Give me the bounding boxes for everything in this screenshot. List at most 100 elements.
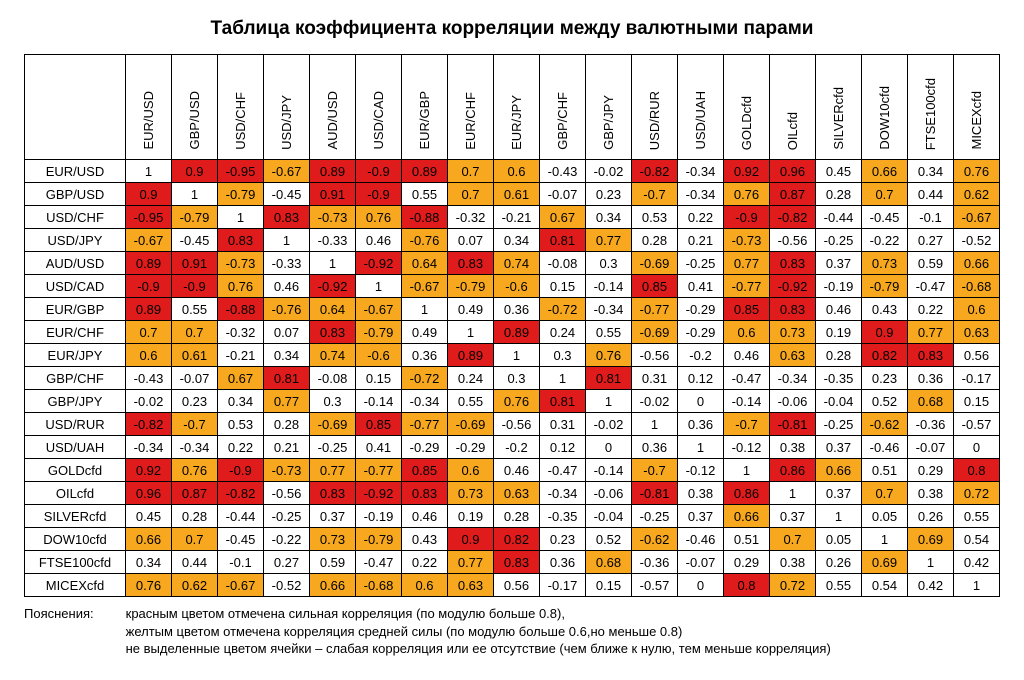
- cell: 0.54: [862, 574, 908, 597]
- cell: -0.2: [494, 436, 540, 459]
- column-header: AUD/USD: [310, 55, 356, 160]
- cell: -0.32: [218, 321, 264, 344]
- cell: 0.67: [540, 206, 586, 229]
- cell: -0.76: [402, 229, 448, 252]
- cell: 0.86: [770, 459, 816, 482]
- cell: 0.61: [172, 344, 218, 367]
- cell: 0.66: [816, 459, 862, 482]
- cell: 0.55: [954, 505, 1000, 528]
- cell: -0.04: [586, 505, 632, 528]
- cell: 0.77: [264, 390, 310, 413]
- cell: 0.59: [908, 252, 954, 275]
- cell: -0.62: [632, 528, 678, 551]
- cell: 0.24: [448, 367, 494, 390]
- cell: 0.81: [540, 390, 586, 413]
- cell: -0.25: [816, 413, 862, 436]
- cell: 0.3: [586, 252, 632, 275]
- cell: 0.9: [126, 183, 172, 206]
- cell: 0.46: [816, 298, 862, 321]
- cell: 1: [310, 252, 356, 275]
- cell: -0.44: [218, 505, 264, 528]
- cell: -0.22: [862, 229, 908, 252]
- cell: -0.92: [356, 252, 402, 275]
- row-header: USD/JPY: [25, 229, 126, 252]
- cell: 0.76: [494, 390, 540, 413]
- cell: 0.15: [356, 367, 402, 390]
- cell: -0.9: [356, 160, 402, 183]
- cell: 1: [494, 344, 540, 367]
- cell: 0.28: [632, 229, 678, 252]
- cell: -0.92: [770, 275, 816, 298]
- cell: -0.7: [632, 459, 678, 482]
- column-header: GBP/JPY: [586, 55, 632, 160]
- cell: -0.32: [448, 206, 494, 229]
- cell: 0.92: [126, 459, 172, 482]
- cell: 0.74: [310, 344, 356, 367]
- cell: 0.69: [862, 551, 908, 574]
- cell: 0.83: [448, 252, 494, 275]
- cell: -0.52: [264, 574, 310, 597]
- cell: 0.89: [126, 252, 172, 275]
- cell: 0: [678, 574, 724, 597]
- cell: -0.34: [586, 298, 632, 321]
- cell: -0.82: [632, 160, 678, 183]
- cell: -0.34: [770, 367, 816, 390]
- cell: -0.81: [770, 413, 816, 436]
- cell: 1: [540, 367, 586, 390]
- cell: -0.35: [816, 367, 862, 390]
- row-header: USD/RUR: [25, 413, 126, 436]
- cell: -0.6: [356, 344, 402, 367]
- cell: -0.14: [724, 390, 770, 413]
- cell: 0.42: [954, 551, 1000, 574]
- cell: 0.36: [678, 413, 724, 436]
- cell: -0.67: [954, 206, 1000, 229]
- cell: 0.46: [402, 505, 448, 528]
- cell: -0.34: [172, 436, 218, 459]
- cell: 0.28: [172, 505, 218, 528]
- cell: 0.81: [586, 367, 632, 390]
- cell: 0.83: [310, 482, 356, 505]
- cell: -0.72: [402, 367, 448, 390]
- cell: -0.14: [586, 275, 632, 298]
- cell: 0.28: [494, 505, 540, 528]
- cell: 0.56: [494, 574, 540, 597]
- cell: 0.6: [724, 321, 770, 344]
- cell: 0.81: [540, 229, 586, 252]
- row-header: EUR/CHF: [25, 321, 126, 344]
- cell: 0.36: [402, 344, 448, 367]
- column-header: USD/CHF: [218, 55, 264, 160]
- cell: 0.59: [310, 551, 356, 574]
- cell: -0.77: [632, 298, 678, 321]
- cell: -0.14: [586, 459, 632, 482]
- cell: 0.6: [448, 459, 494, 482]
- cell: 0.27: [264, 551, 310, 574]
- cell: -0.29: [678, 298, 724, 321]
- cell: 0.66: [126, 528, 172, 551]
- cell: 0.76: [356, 206, 402, 229]
- cell: -0.02: [586, 413, 632, 436]
- cell: 0.66: [862, 160, 908, 183]
- cell: 0.7: [862, 482, 908, 505]
- cell: 0.46: [724, 344, 770, 367]
- cell: -0.45: [862, 206, 908, 229]
- cell: -0.29: [678, 321, 724, 344]
- cell: -0.62: [862, 413, 908, 436]
- cell: 0.34: [494, 229, 540, 252]
- column-header: EUR/JPY: [494, 55, 540, 160]
- cell: 0.89: [494, 321, 540, 344]
- cell: 0.36: [632, 436, 678, 459]
- cell: -0.29: [402, 436, 448, 459]
- cell: -0.1: [908, 206, 954, 229]
- cell: 0.15: [586, 574, 632, 597]
- cell: 1: [264, 229, 310, 252]
- cell: -0.92: [310, 275, 356, 298]
- cell: 0.85: [356, 413, 402, 436]
- cell: 0.76: [586, 344, 632, 367]
- cell: 0.37: [310, 505, 356, 528]
- cell: -0.25: [632, 505, 678, 528]
- cell: 0.46: [264, 275, 310, 298]
- cell: 0.54: [954, 528, 1000, 551]
- cell: -0.69: [310, 413, 356, 436]
- cell: -0.52: [954, 229, 1000, 252]
- cell: 0.3: [540, 344, 586, 367]
